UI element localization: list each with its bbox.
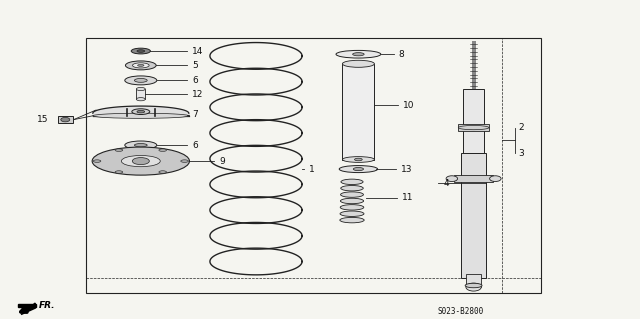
Text: 10: 10 [403, 101, 415, 110]
Text: 12: 12 [192, 90, 204, 99]
Ellipse shape [342, 157, 374, 162]
Text: 6: 6 [192, 141, 198, 150]
Text: 8: 8 [399, 50, 404, 59]
Ellipse shape [353, 53, 364, 56]
Ellipse shape [159, 149, 166, 152]
Ellipse shape [122, 155, 160, 167]
Ellipse shape [340, 198, 364, 204]
Ellipse shape [115, 149, 123, 152]
Ellipse shape [466, 283, 481, 291]
Bar [136, 89, 145, 99]
Ellipse shape [159, 171, 166, 173]
Ellipse shape [353, 167, 364, 171]
Ellipse shape [93, 160, 101, 162]
Ellipse shape [115, 171, 123, 173]
Text: 13: 13 [401, 165, 412, 174]
Ellipse shape [134, 78, 147, 82]
Bar [466, 274, 481, 287]
Ellipse shape [131, 48, 150, 54]
Text: 11: 11 [402, 193, 413, 202]
Ellipse shape [93, 113, 189, 118]
Ellipse shape [339, 166, 378, 173]
Ellipse shape [336, 50, 381, 58]
Ellipse shape [446, 176, 458, 182]
Ellipse shape [355, 158, 362, 161]
Polygon shape [21, 303, 35, 315]
Ellipse shape [340, 211, 364, 216]
Ellipse shape [132, 109, 150, 115]
Text: 14: 14 [192, 47, 204, 56]
Bar [342, 64, 374, 160]
Ellipse shape [465, 283, 482, 288]
Text: S023-B2800: S023-B2800 [438, 307, 484, 315]
Bar [86, 38, 541, 293]
Ellipse shape [340, 218, 364, 223]
Ellipse shape [136, 98, 145, 101]
Ellipse shape [341, 179, 363, 184]
Text: 4: 4 [444, 179, 449, 188]
Text: 1: 1 [309, 165, 315, 174]
Ellipse shape [342, 60, 374, 67]
FancyBboxPatch shape [58, 116, 73, 123]
Text: 3: 3 [518, 149, 524, 158]
Bar [461, 153, 486, 278]
Ellipse shape [180, 160, 188, 162]
Ellipse shape [125, 141, 157, 149]
Ellipse shape [92, 147, 189, 175]
Ellipse shape [134, 144, 147, 147]
Ellipse shape [137, 50, 145, 52]
Ellipse shape [132, 63, 149, 68]
Bar [454, 175, 493, 182]
Text: 6: 6 [192, 76, 198, 85]
Text: FR.: FR. [39, 301, 56, 310]
Ellipse shape [340, 186, 364, 191]
Bar [472, 41, 476, 89]
Bar [463, 89, 484, 153]
Ellipse shape [61, 117, 70, 122]
Text: 5: 5 [192, 61, 198, 70]
Ellipse shape [458, 125, 489, 130]
Ellipse shape [132, 158, 149, 165]
Ellipse shape [340, 205, 364, 210]
Text: 9: 9 [220, 157, 225, 166]
Bar [18, 304, 36, 307]
Ellipse shape [125, 61, 156, 70]
Ellipse shape [340, 192, 364, 197]
Ellipse shape [125, 76, 157, 85]
Ellipse shape [138, 64, 144, 66]
Ellipse shape [490, 176, 501, 182]
Text: 2: 2 [518, 123, 524, 132]
Bar [458, 124, 489, 131]
Text: 7: 7 [192, 110, 198, 119]
Ellipse shape [136, 87, 145, 91]
Text: 15: 15 [36, 115, 48, 124]
Ellipse shape [137, 110, 145, 113]
